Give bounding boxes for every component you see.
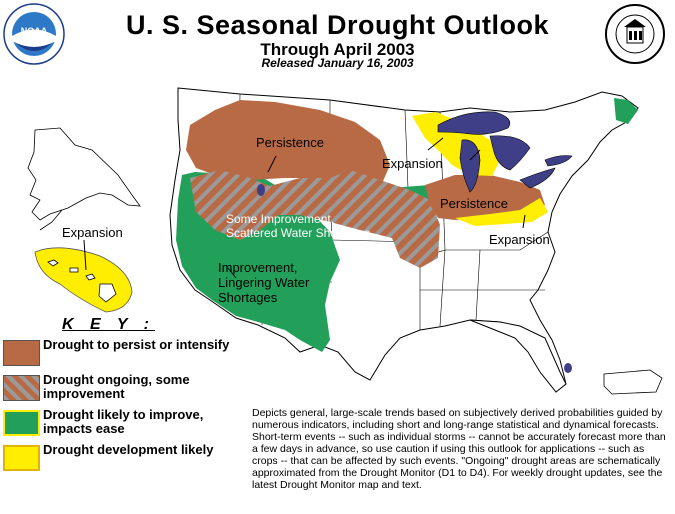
label-some-improvement-1: Some Improvement,: [226, 212, 334, 226]
release-date: Released January 16, 2003: [261, 56, 414, 70]
hawaii-development-region: [34, 247, 133, 313]
label-improvement-2: Lingering Water: [218, 275, 310, 290]
map-title: U. S. Seasonal Drought Outlook: [125, 10, 550, 40]
key-label-some-improvement: Drought ongoing, some improvement: [43, 372, 190, 401]
key-label-develop: Drought development likely: [43, 442, 214, 457]
alaska-outline: [27, 127, 141, 221]
key-item-persist: Drought to persist or intensify: [3, 338, 233, 374]
great-lakes: [437, 111, 573, 193]
map-subtitle: Through April 2003: [260, 40, 415, 59]
noaa-logo: NOAA: [3, 3, 65, 70]
label-expansion-hawaii: Expansion: [62, 225, 123, 240]
key-label-persist: Drought to persist or intensify: [43, 337, 230, 352]
label-persistence-north: Persistence: [256, 135, 324, 150]
florida-outline: [469, 319, 567, 393]
key-label-improve: Drought likely to improve, impacts ease: [43, 407, 204, 436]
persistence-region-north: [186, 100, 390, 192]
key-swatch-develop: [3, 445, 40, 471]
label-persistence-midwest: Persistence: [440, 196, 508, 211]
label-expansion-east: Expansion: [489, 232, 550, 247]
puerto-rico-outline: [603, 369, 663, 395]
key-item-some-improvement: Drought ongoing, some improvement: [3, 373, 233, 409]
label-expansion-greatlakes: Expansion: [382, 156, 443, 171]
key-swatch-improve: [3, 410, 40, 436]
noaa-logo-text: NOAA: [21, 26, 48, 36]
label-improvement-1: Improvement,: [218, 260, 297, 275]
key-swatch-some-improvement: [3, 375, 40, 401]
some-improvement-region: [190, 170, 440, 268]
key-item-develop: Drought development likely: [3, 443, 233, 479]
commerce-seal: [602, 3, 668, 70]
outlook-description: Depicts general, large-scale trends base…: [252, 407, 666, 491]
key-swatch-persist: [3, 340, 40, 366]
improvement-region-maine: [614, 98, 638, 124]
persistence-region-midwest: [425, 175, 545, 220]
key-item-improve: Drought likely to improve, impacts ease: [3, 408, 233, 444]
label-some-improvement-2: Scattered Water Shortages: [226, 226, 370, 240]
key-title: K E Y :: [62, 316, 155, 333]
label-improvement-3: Shortages: [218, 290, 278, 305]
